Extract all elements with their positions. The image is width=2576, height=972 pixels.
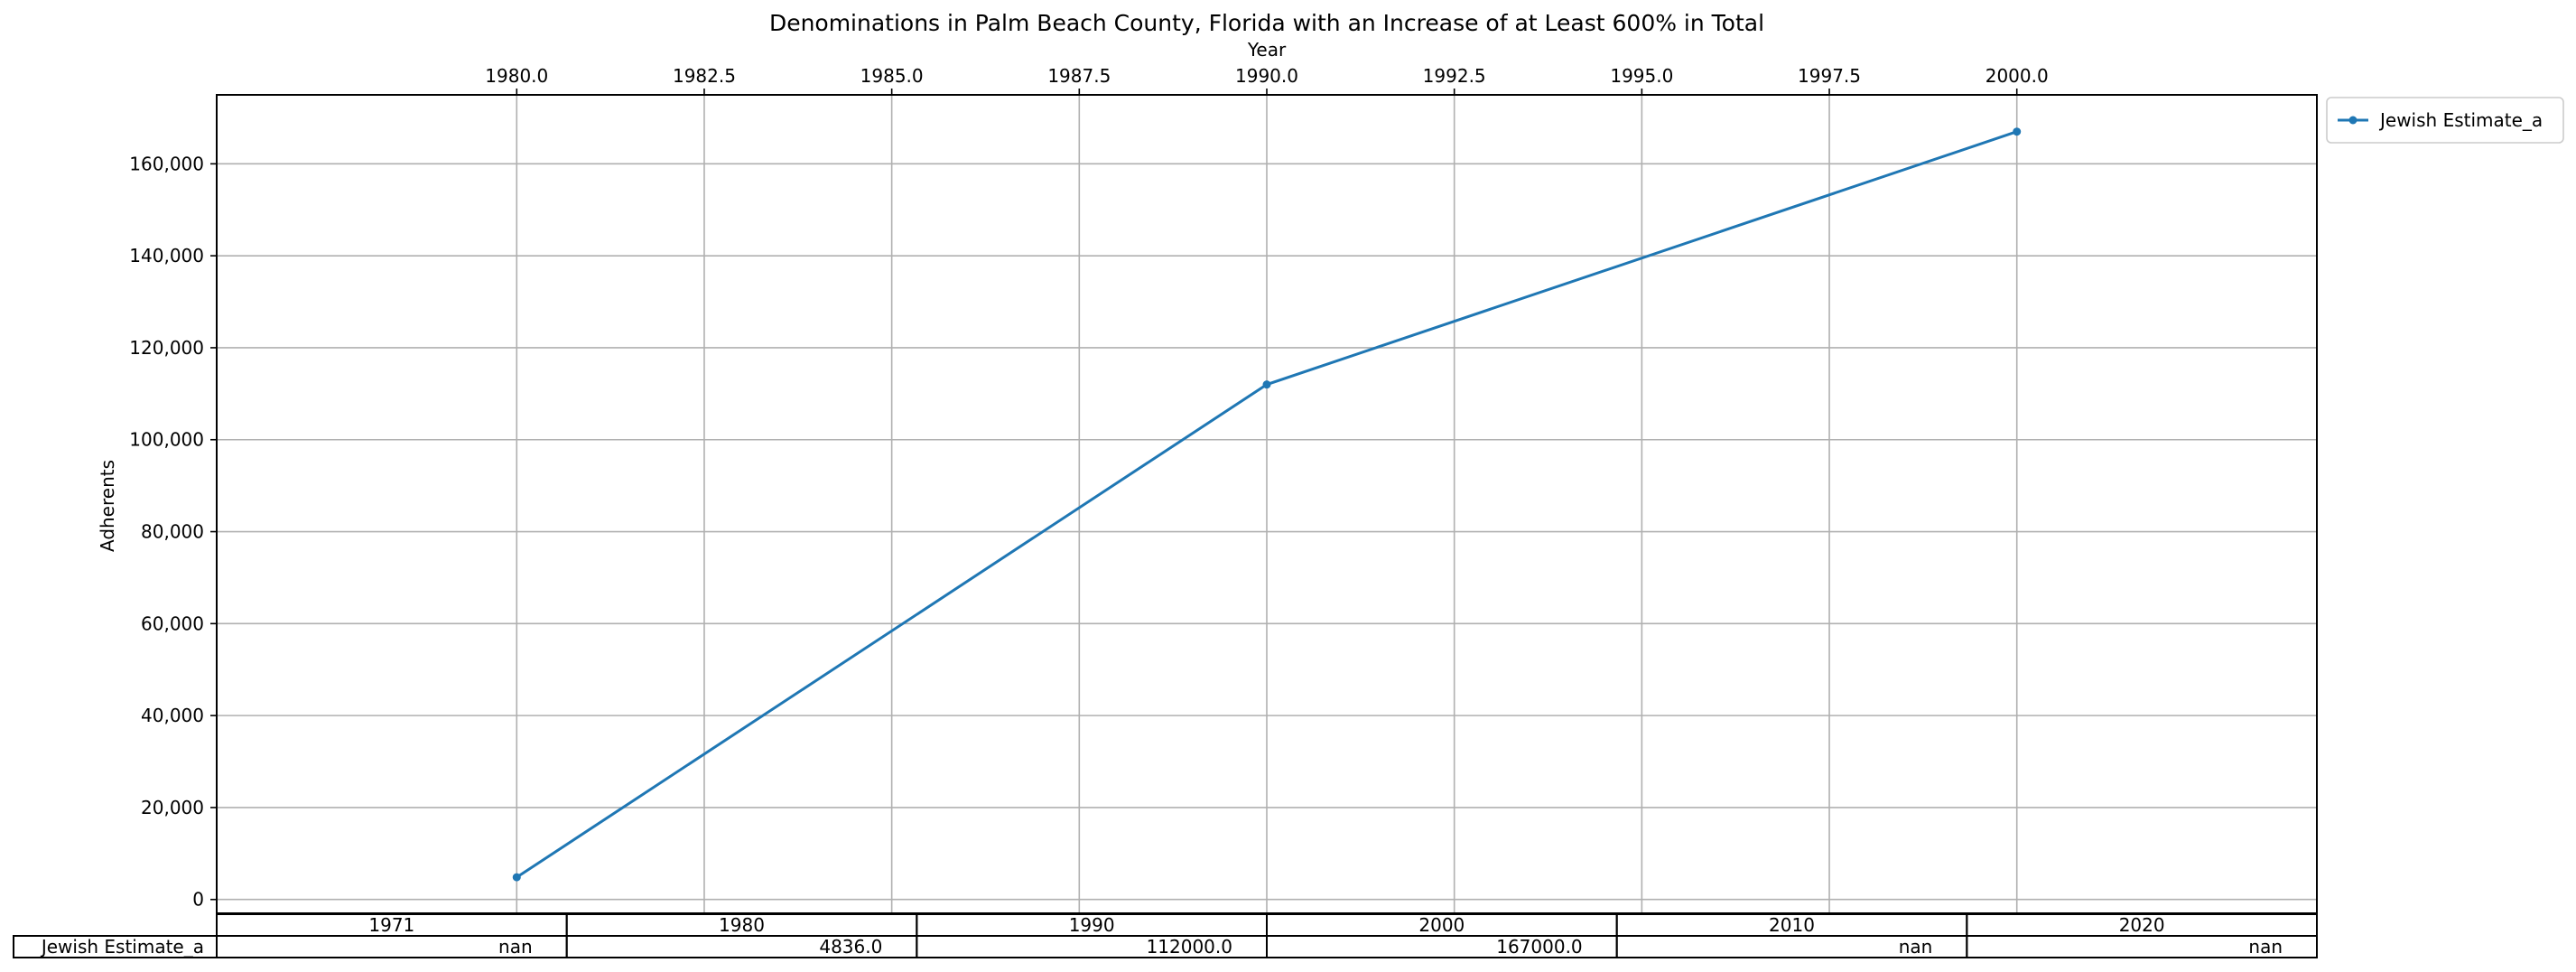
y-tick-label: 40,000 <box>141 705 204 726</box>
table-cell-value: 167000.0 <box>1496 936 1582 958</box>
x-axis-label: Year <box>1247 39 1287 61</box>
x-tick-label: 1992.5 <box>1423 65 1486 87</box>
table-column-header: 1971 <box>368 914 414 936</box>
y-axis-label: Adherents <box>97 460 118 552</box>
grid <box>217 95 2317 913</box>
table-column-header: 1980 <box>719 914 765 936</box>
y-tick-label: 80,000 <box>141 521 204 543</box>
data-point <box>2013 127 2022 136</box>
y-tick-label: 100,000 <box>129 429 204 451</box>
legend-frame <box>2326 97 2564 144</box>
table-column-header: 2010 <box>1769 914 1815 936</box>
y-tick-label: 160,000 <box>129 153 204 174</box>
data-point <box>512 873 521 882</box>
table-cell-value: 112000.0 <box>1147 936 1232 958</box>
table-cell-value: nan <box>498 936 533 958</box>
y-axis-ticks: 0 20,000 40,000 60,000 80,000 100,000 120,000 1… <box>129 153 217 911</box>
legend-label: Jewish Estimate_a <box>2378 109 2543 131</box>
table-column-header: 2000 <box>1418 914 1465 936</box>
table-row-label: Jewish Estimate_a <box>40 936 204 958</box>
legend[interactable]: Jewish Estimate_a <box>2326 97 2564 144</box>
x-tick-label: 1985.0 <box>860 65 924 87</box>
table-cell <box>1966 935 2318 958</box>
data-table: 1971 1980 1990 2000 2010 2020 Jewish Estimate_… <box>13 913 2318 958</box>
x-tick-label: 1995.0 <box>1610 65 1673 87</box>
x-tick-label: 1982.5 <box>673 65 736 87</box>
x-tick-label: 1997.5 <box>1798 65 1861 87</box>
y-tick-label: 140,000 <box>129 245 204 266</box>
table-column-header: 2020 <box>2119 914 2165 936</box>
data-point <box>1262 380 1271 389</box>
table-cell-value: nan <box>1899 936 1933 958</box>
chart-title: Denominations in Palm Beach County, Flor… <box>769 10 1764 36</box>
series-layer <box>512 127 2022 882</box>
table-column-header: 1990 <box>1069 914 1115 936</box>
y-tick-label: 60,000 <box>141 612 204 634</box>
x-tick-label: 1987.5 <box>1047 65 1111 87</box>
x-tick-label: 2000.0 <box>1985 65 2049 87</box>
x-tick-label: 1980.0 <box>485 65 548 87</box>
x-tick-label: 1990.0 <box>1235 65 1298 87</box>
x-axis-ticks: 1980.0 1982.5 1985.0 1987.5 1990.0 1992.5 1995… <box>485 65 2049 95</box>
table-cell-value: nan <box>2248 936 2283 958</box>
table-cell-value: 4836.0 <box>819 936 882 958</box>
y-tick-label: 120,000 <box>129 337 204 359</box>
legend-marker <box>2348 116 2357 125</box>
y-tick-label: 20,000 <box>141 797 204 818</box>
y-tick-label: 0 <box>192 889 204 911</box>
